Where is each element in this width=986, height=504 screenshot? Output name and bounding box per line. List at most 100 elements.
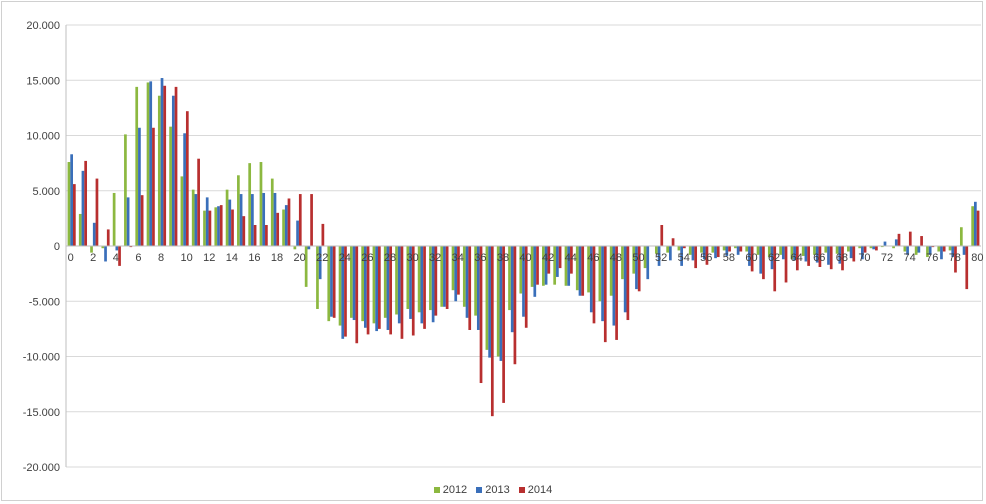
bar-2014-47 [603, 246, 607, 343]
bar-2014-33 [445, 246, 449, 309]
bar-2014-37 [490, 246, 494, 417]
legend-label-2013: 2013 [485, 484, 510, 496]
bar-2013-64 [793, 246, 796, 261]
bar-2012-12 [203, 210, 206, 246]
bar-2012-40 [519, 246, 523, 294]
x-tick-label: 58 [723, 252, 735, 264]
x-tick-label: 2 [90, 252, 96, 264]
bar-2014-60 [750, 246, 754, 272]
bar-2013-18 [273, 192, 277, 246]
bar-2013-59 [736, 246, 740, 255]
bar-2012-63 [779, 246, 782, 255]
bar-2012-72 [880, 246, 884, 248]
x-tick-label: 34 [452, 252, 464, 264]
bar-2013-68 [838, 246, 842, 264]
bar-2013-42 [544, 246, 548, 285]
bar-2012-11 [191, 189, 195, 246]
bar-2013-47 [601, 246, 604, 322]
x-tick-label: 32 [429, 252, 441, 264]
bar-2014-48 [615, 246, 618, 340]
x-tick-label: 70 [858, 252, 870, 264]
bar-2013-32 [431, 246, 435, 323]
y-tick-label: 0 [54, 241, 60, 253]
legend-swatch-2013 [476, 487, 483, 493]
y-tick-labels: -20.000 -15.000 -10.000 -5.000 0 5.000 10.000 1… [23, 20, 60, 474]
bar-2014-5 [129, 246, 133, 248]
axes [65, 25, 981, 467]
bar-2014-35 [468, 246, 472, 330]
bar-2012-27 [372, 246, 376, 324]
bar-2013-58 [725, 246, 729, 256]
bar-2013-80 [974, 201, 977, 246]
bar-2013-78 [951, 246, 955, 258]
bar-2013-2 [92, 222, 96, 246]
bar-2012-34 [451, 246, 455, 291]
bar-2013-60 [748, 246, 751, 266]
bar-2013-61 [759, 246, 763, 274]
bar-2012-33 [440, 246, 444, 307]
legend-item-2014: 2014 [518, 484, 552, 496]
legend-swatch-2014 [518, 487, 525, 493]
bar-2012-80 [971, 206, 974, 246]
bar-2014-28 [389, 246, 393, 335]
x-tick-label: 24 [339, 252, 351, 264]
x-tick-label: 78 [949, 252, 961, 264]
bar-2012-59 [734, 246, 737, 249]
bar-2012-66 [813, 246, 816, 255]
y-tick-label: -5.000 [29, 296, 60, 308]
bar-2012-30 [406, 246, 410, 309]
bar-2013-74 [906, 246, 909, 255]
bar-2012-16 [248, 163, 252, 247]
x-tick-label: 26 [361, 252, 373, 264]
bar-2014-12 [208, 210, 212, 246]
bar-2012-78 [948, 246, 952, 251]
bar-2013-1 [81, 170, 85, 246]
y-tick-label: 5.000 [32, 186, 60, 198]
bar-2012-74 [903, 246, 907, 252]
bar-2012-17 [259, 162, 263, 246]
bar-2014-31 [423, 246, 426, 329]
bar-2012-1 [78, 213, 82, 246]
legend-label-2012: 2012 [442, 484, 468, 496]
bar-2013-22 [318, 246, 322, 280]
x-tick-label: 36 [474, 252, 486, 264]
bar-2012-3 [101, 246, 105, 249]
bar-2013-37 [488, 246, 491, 358]
bar-2014-20 [298, 194, 302, 246]
bar-2014-14 [231, 209, 234, 246]
bar-2012-25 [349, 246, 353, 318]
bar-2014-3 [106, 229, 110, 246]
bar-2012-61 [756, 246, 760, 255]
bar-2012-36 [474, 246, 477, 316]
bar-2014-70 [863, 246, 867, 253]
bar-2014-1 [84, 160, 88, 246]
bar-2013-6 [138, 127, 141, 246]
x-tick-label: 30 [406, 252, 418, 264]
bar-2012-53 [666, 246, 669, 253]
bar-2014-66 [818, 246, 822, 267]
bar-2014-17 [265, 225, 268, 246]
bar-2013-17 [262, 192, 266, 246]
bar-2012-24 [338, 246, 342, 326]
bar-2012-70 [858, 246, 862, 249]
x-tick-label: 44 [565, 252, 577, 264]
x-tick-label: 8 [158, 252, 164, 264]
bar-2012-0 [67, 162, 71, 246]
bar-2013-20 [296, 220, 299, 246]
bar-2012-26 [361, 246, 364, 322]
bar-2013-26 [364, 246, 367, 328]
bar-2014-36 [479, 246, 483, 384]
bar-2014-21 [310, 194, 313, 246]
bar-2013-14 [228, 199, 232, 246]
bar-2014-6 [140, 195, 144, 246]
bar-2013-56 [702, 246, 706, 260]
bar-2012-71 [869, 246, 873, 249]
bar-2012-46 [587, 246, 590, 293]
bar-2012-18 [270, 178, 274, 246]
legend-swatch-2012 [433, 487, 440, 493]
bar-2012-7 [146, 82, 150, 247]
bar-2012-52 [654, 246, 658, 254]
bar-2012-47 [598, 246, 602, 302]
bar-2013-38 [499, 246, 503, 361]
